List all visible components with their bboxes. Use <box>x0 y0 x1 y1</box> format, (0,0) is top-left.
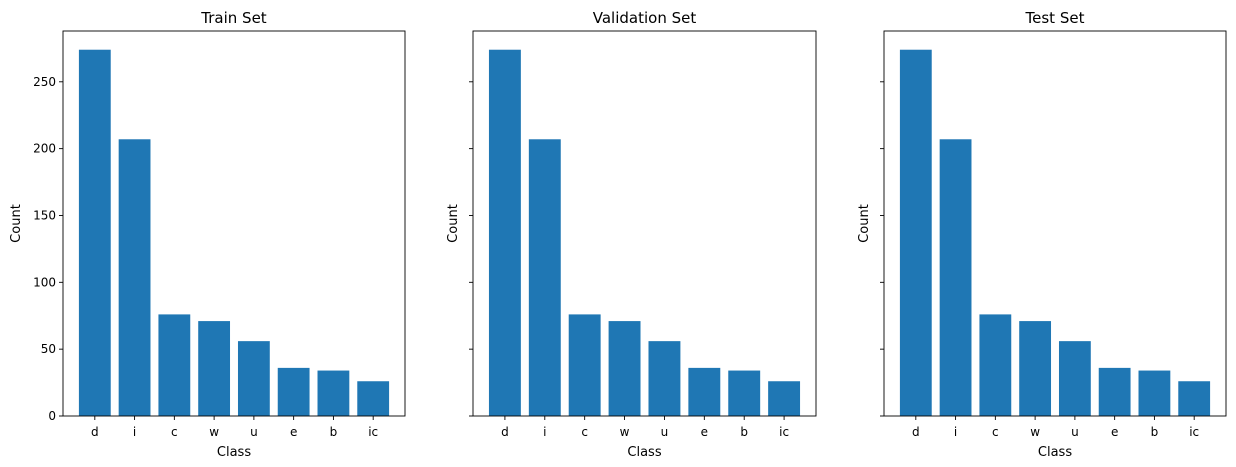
y-tick-label-200: 200 <box>33 142 56 156</box>
bar-c <box>979 314 1012 416</box>
x-tick-label-e: e <box>290 425 297 439</box>
bar-d <box>488 49 521 416</box>
bar-w <box>1019 321 1052 416</box>
y-axis-label: Count <box>9 204 24 243</box>
x-tick-label-u: u <box>1071 425 1079 439</box>
bar-u <box>237 341 270 416</box>
x-tick-label-ic: ic <box>779 425 789 439</box>
x-tick-label-e: e <box>1111 425 1118 439</box>
bar-e <box>688 367 721 417</box>
bar-u <box>648 341 681 416</box>
x-tick-label-d: d <box>91 425 99 439</box>
x-tick-label-w: w <box>620 425 630 439</box>
x-tick-label-w: w <box>1030 425 1040 439</box>
y-tick-label-250: 250 <box>33 75 56 89</box>
x-tick-label-c: c <box>581 425 588 439</box>
bar-d <box>899 49 932 416</box>
bar-b <box>1138 370 1171 416</box>
bar-ic <box>1178 381 1211 416</box>
x-axis-label: Class <box>1038 445 1072 460</box>
bar-d <box>78 49 111 416</box>
x-tick-label-e: e <box>701 425 708 439</box>
x-tick-label-b: b <box>1151 425 1159 439</box>
x-tick-label-i: i <box>543 425 546 439</box>
x-tick-label-u: u <box>250 425 258 439</box>
bar-ic <box>357 381 390 416</box>
bar-w <box>198 321 231 416</box>
chart-title: Test Set <box>1025 9 1085 27</box>
bar-b <box>728 370 761 416</box>
y-axis-label: Count <box>857 204 872 243</box>
plot-frame <box>883 30 1227 417</box>
chart-title: Validation Set <box>593 9 697 27</box>
bar-c <box>568 314 601 416</box>
bar-i <box>528 139 561 416</box>
bar-e <box>1098 367 1131 417</box>
x-tick-label-ic: ic <box>368 425 378 439</box>
x-tick-label-d: d <box>912 425 920 439</box>
bar-u <box>1058 341 1091 416</box>
y-tick-label-150: 150 <box>33 208 56 222</box>
x-tick-label-b: b <box>740 425 748 439</box>
x-tick-label-c: c <box>992 425 999 439</box>
x-tick-label-i: i <box>954 425 957 439</box>
x-tick-label-c: c <box>171 425 178 439</box>
y-tick-label-50: 50 <box>41 342 56 356</box>
plot-frame <box>472 30 817 417</box>
bar-i <box>939 139 972 416</box>
x-tick-label-b: b <box>330 425 338 439</box>
bar-c <box>158 314 191 416</box>
x-tick-label-u: u <box>661 425 669 439</box>
x-tick-label-d: d <box>501 425 509 439</box>
x-axis-label: Class <box>627 445 661 460</box>
bar-ic <box>768 381 801 416</box>
bar-e <box>277 367 310 417</box>
x-axis-label: Class <box>217 445 251 460</box>
bar-b <box>317 370 350 416</box>
y-tick-label-0: 0 <box>48 409 56 423</box>
x-tick-label-i: i <box>133 425 136 439</box>
x-tick-label-ic: ic <box>1189 425 1199 439</box>
y-axis-label: Count <box>446 204 461 243</box>
chart-title: Train Set <box>200 9 267 27</box>
y-tick-label-100: 100 <box>33 275 56 289</box>
x-tick-label-w: w <box>209 425 219 439</box>
bar-i <box>118 139 151 416</box>
bar-w <box>608 321 641 416</box>
plot-frame <box>62 30 406 417</box>
